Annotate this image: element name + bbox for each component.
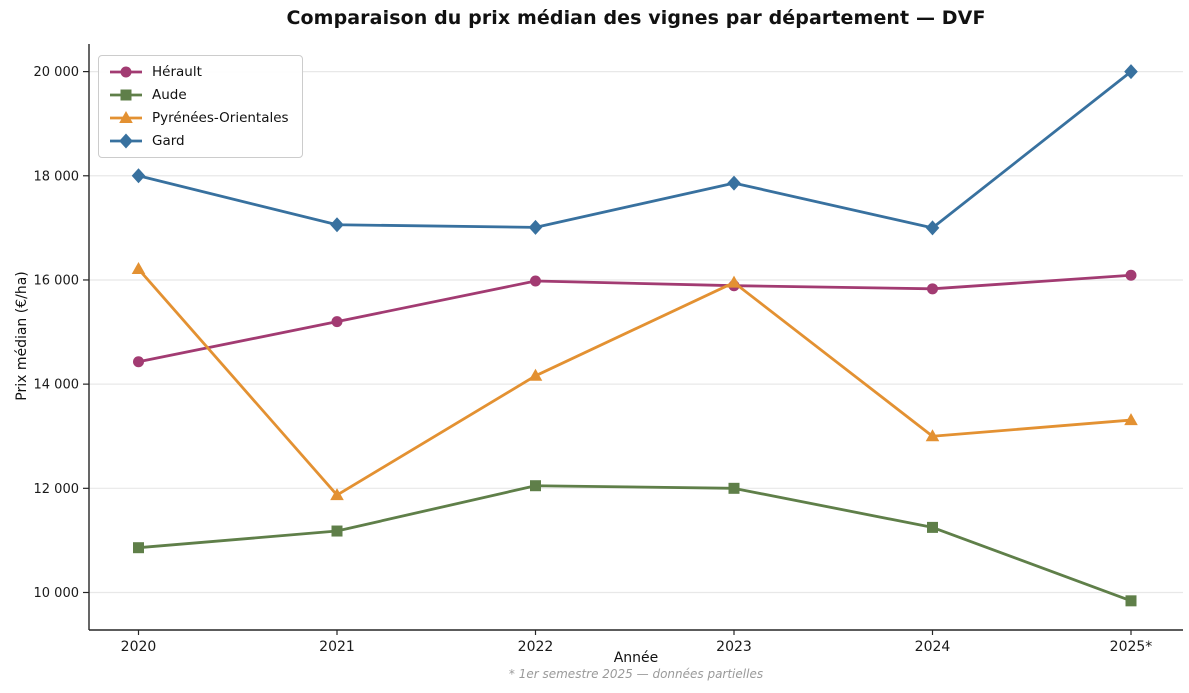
x-tick-label: 2023 (716, 639, 752, 655)
y-tick-label: 10 000 (34, 586, 80, 601)
point-aude-2025 (1125, 595, 1137, 607)
point-pyrenees-orientales-2024 (925, 429, 940, 442)
point-aude-2023 (728, 482, 740, 494)
point-aude-2020 (133, 542, 144, 554)
legend-diamond-marker-icon (109, 133, 143, 149)
series-line-pyrenees-orientales (137, 268, 1132, 497)
point-pyrenees-orientales-2023 (727, 275, 741, 288)
legend-square-marker-icon (109, 87, 143, 103)
legend-swatch-marker (119, 111, 133, 123)
legend-label: Hérault (152, 64, 202, 80)
y-tick-label: 12 000 (34, 482, 80, 497)
legend-label: Pyrénées-Orientales (152, 110, 289, 126)
legend-item-aude: Aude (109, 86, 289, 104)
point-aude-2024 (927, 521, 938, 533)
x-tick-label: 2025* (1110, 639, 1153, 655)
legend: Hérault Aude Pyrénées-Orientales Gard (98, 55, 303, 158)
point-pyrenees-orientales-2022 (528, 368, 543, 381)
legend-swatch-svg (110, 111, 142, 123)
legend-swatch-svg (110, 66, 142, 78)
point-gard-2020 (131, 168, 146, 184)
footnote: * 1er semestre 2025 — données partielles (508, 667, 764, 681)
x-axis-label: Année (613, 650, 659, 666)
y-tick-label: 20 000 (34, 65, 80, 80)
legend-item-herault: Hérault (109, 63, 289, 81)
series-line-herault (138, 273, 1132, 364)
point-gard-2021 (330, 217, 344, 233)
point-herault-2024 (927, 283, 938, 295)
legend-swatch-svg (110, 89, 142, 101)
chart-title: Comparaison du prix médian des vignes pa… (286, 7, 986, 29)
point-herault-2022 (530, 275, 541, 287)
legend-swatch-marker (120, 66, 132, 78)
legend-item-pyrenees-orientales: Pyrénées-Orientales (109, 109, 289, 127)
legend-label: Gard (152, 133, 185, 149)
x-tick-label: 2024 (915, 639, 951, 655)
legend-item-gard: Gard (109, 132, 289, 150)
legend-circle-marker-icon (109, 64, 143, 80)
point-herault-2020 (133, 356, 144, 368)
point-aude-2022 (530, 480, 541, 492)
point-herault-2025 (1125, 269, 1137, 281)
point-pyrenees-orientales-2025 (1124, 413, 1138, 426)
series-line-aude (138, 484, 1132, 603)
point-gard-2025 (1124, 64, 1138, 80)
point-aude-2021 (331, 525, 343, 537)
legend-swatch-svg (110, 133, 142, 149)
y-tick-label: 18 000 (34, 169, 80, 184)
x-tick-label: 2022 (518, 639, 554, 655)
legend-swatch-marker (119, 133, 133, 149)
point-gard-2024 (925, 220, 940, 236)
y-tick-label: 14 000 (34, 378, 80, 393)
series-line-gard (138, 70, 1132, 230)
point-herault-2021 (331, 316, 343, 328)
point-gard-2022 (528, 219, 543, 235)
point-pyrenees-orientales-2021 (330, 488, 344, 501)
y-tick-label: 16 000 (34, 273, 80, 288)
legend-label: Aude (152, 87, 187, 103)
point-gard-2023 (727, 175, 741, 191)
point-pyrenees-orientales-2020 (131, 262, 146, 275)
x-tick-label: 2020 (121, 639, 157, 655)
legend-swatch-marker (120, 89, 132, 101)
x-tick-label: 2021 (319, 639, 355, 655)
legend-triangle-marker-icon (109, 110, 143, 126)
